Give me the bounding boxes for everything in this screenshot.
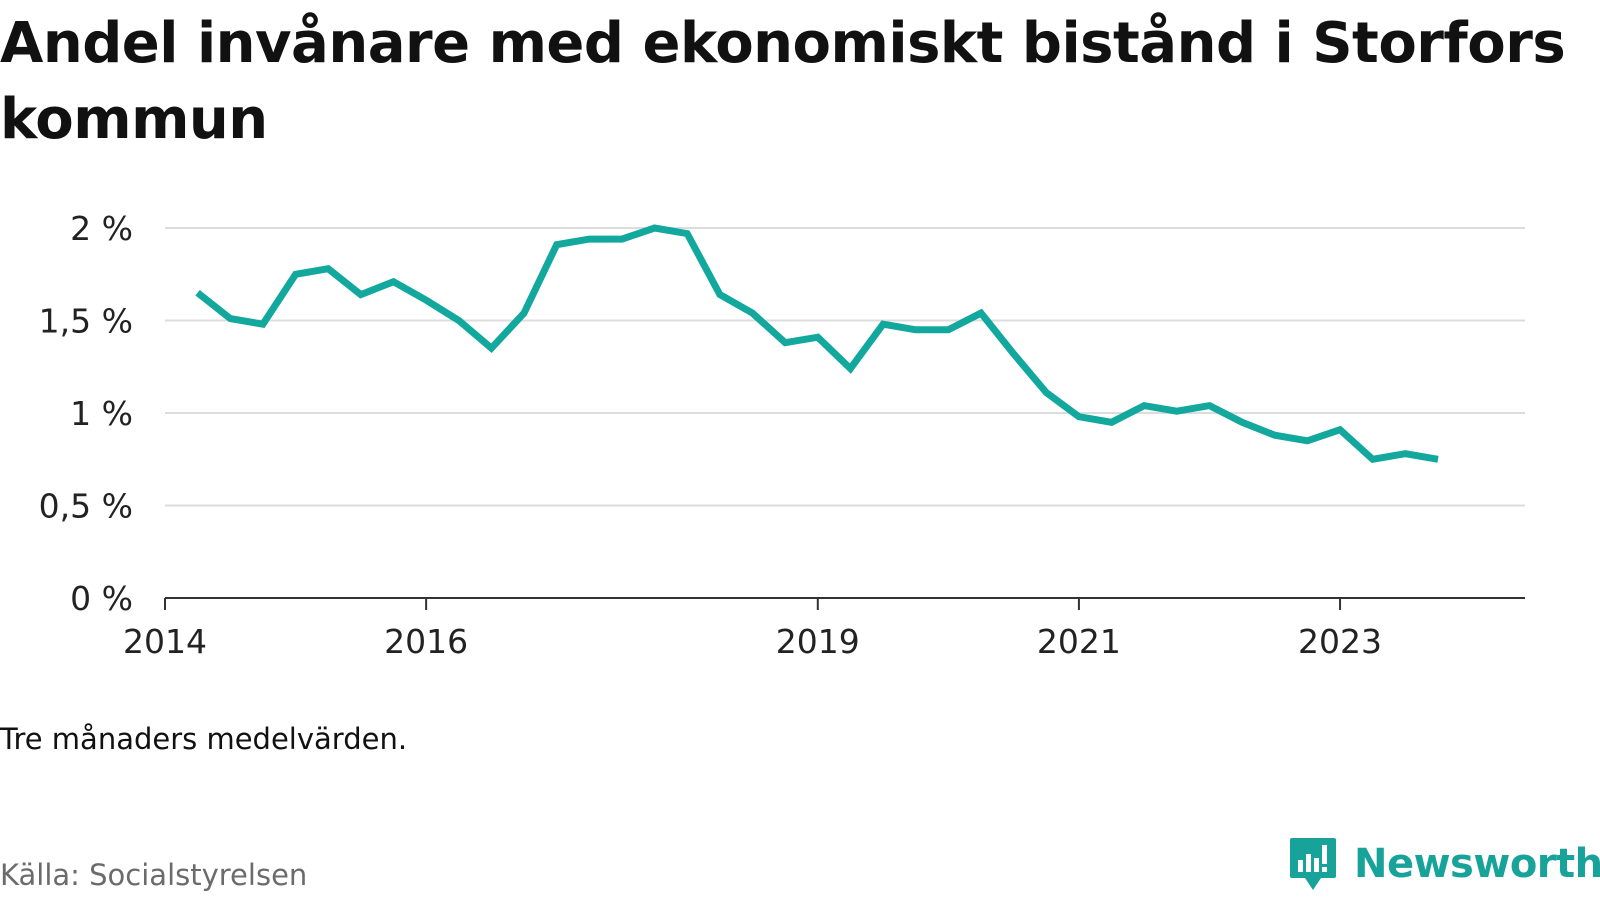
data-point xyxy=(1435,456,1441,462)
x-tick-label: 2016 xyxy=(384,622,468,661)
data-point xyxy=(1076,414,1082,420)
x-tick-label: 2023 xyxy=(1298,622,1382,661)
y-axis-labels: 0 % 0,5 % 1 % 1,5 % 2 % xyxy=(39,209,133,618)
y-tick-label: 2 % xyxy=(70,209,133,248)
data-point xyxy=(1370,456,1376,462)
gridlines xyxy=(165,227,1525,507)
data-point xyxy=(1402,451,1408,457)
data-point xyxy=(260,321,266,327)
x-tick-label: 2019 xyxy=(776,622,860,661)
data-point xyxy=(586,236,592,242)
data-point xyxy=(847,366,853,372)
data-point xyxy=(652,225,658,231)
line-chart: 0 % 0,5 % 1 % 1,5 % 2 % 2014 2016 2019 2021 2023 xyxy=(39,209,1525,661)
data-point xyxy=(1304,438,1310,444)
data-point xyxy=(1337,427,1343,433)
newsworthy-logo-icon xyxy=(1290,838,1336,890)
data-point xyxy=(390,279,396,285)
data-point xyxy=(488,345,494,351)
data-point xyxy=(945,327,951,333)
data-point xyxy=(815,334,821,340)
data-point xyxy=(1206,403,1212,409)
data-point xyxy=(227,316,233,322)
brand-logo: Newsworthy xyxy=(1288,836,1600,892)
y-tick-label: 0,5 % xyxy=(39,487,133,526)
y-tick-label: 1,5 % xyxy=(39,302,133,341)
data-point xyxy=(913,327,919,333)
brand-name: Newsworthy xyxy=(1354,841,1600,887)
data-point xyxy=(880,321,886,327)
data-point xyxy=(521,310,527,316)
data-point xyxy=(358,292,364,298)
data-point xyxy=(1011,351,1017,357)
data-point xyxy=(1109,419,1115,425)
data-point xyxy=(1272,432,1278,438)
x-axis-labels: 2014 2016 2019 2021 2023 xyxy=(123,622,1382,661)
y-tick-label: 1 % xyxy=(70,394,133,433)
data-point xyxy=(978,310,984,316)
data-point xyxy=(456,318,462,324)
chart-title: Andel invånare med ekonomiskt bistånd i … xyxy=(0,11,1566,152)
data-point xyxy=(1174,408,1180,414)
data-point xyxy=(684,231,690,237)
x-tick-label: 2021 xyxy=(1037,622,1121,661)
data-point xyxy=(1141,403,1147,409)
data-point xyxy=(195,290,201,296)
data-point xyxy=(423,297,429,303)
data-point xyxy=(750,310,756,316)
chart-note: Tre månaders medelvärden. xyxy=(0,722,408,756)
data-point xyxy=(717,292,723,298)
data-series xyxy=(195,224,1441,464)
data-point xyxy=(325,266,331,272)
source-credit: Källa: Socialstyrelsen xyxy=(0,858,308,892)
x-tick-label: 2014 xyxy=(123,622,207,661)
data-point xyxy=(1043,390,1049,396)
y-tick-label: 0 % xyxy=(70,579,133,618)
data-point xyxy=(293,271,299,277)
data-point xyxy=(1239,419,1245,425)
series-line xyxy=(195,224,1439,464)
data-point xyxy=(554,242,560,248)
x-axis xyxy=(164,597,1525,610)
data-point xyxy=(619,236,625,242)
data-point xyxy=(782,340,788,346)
